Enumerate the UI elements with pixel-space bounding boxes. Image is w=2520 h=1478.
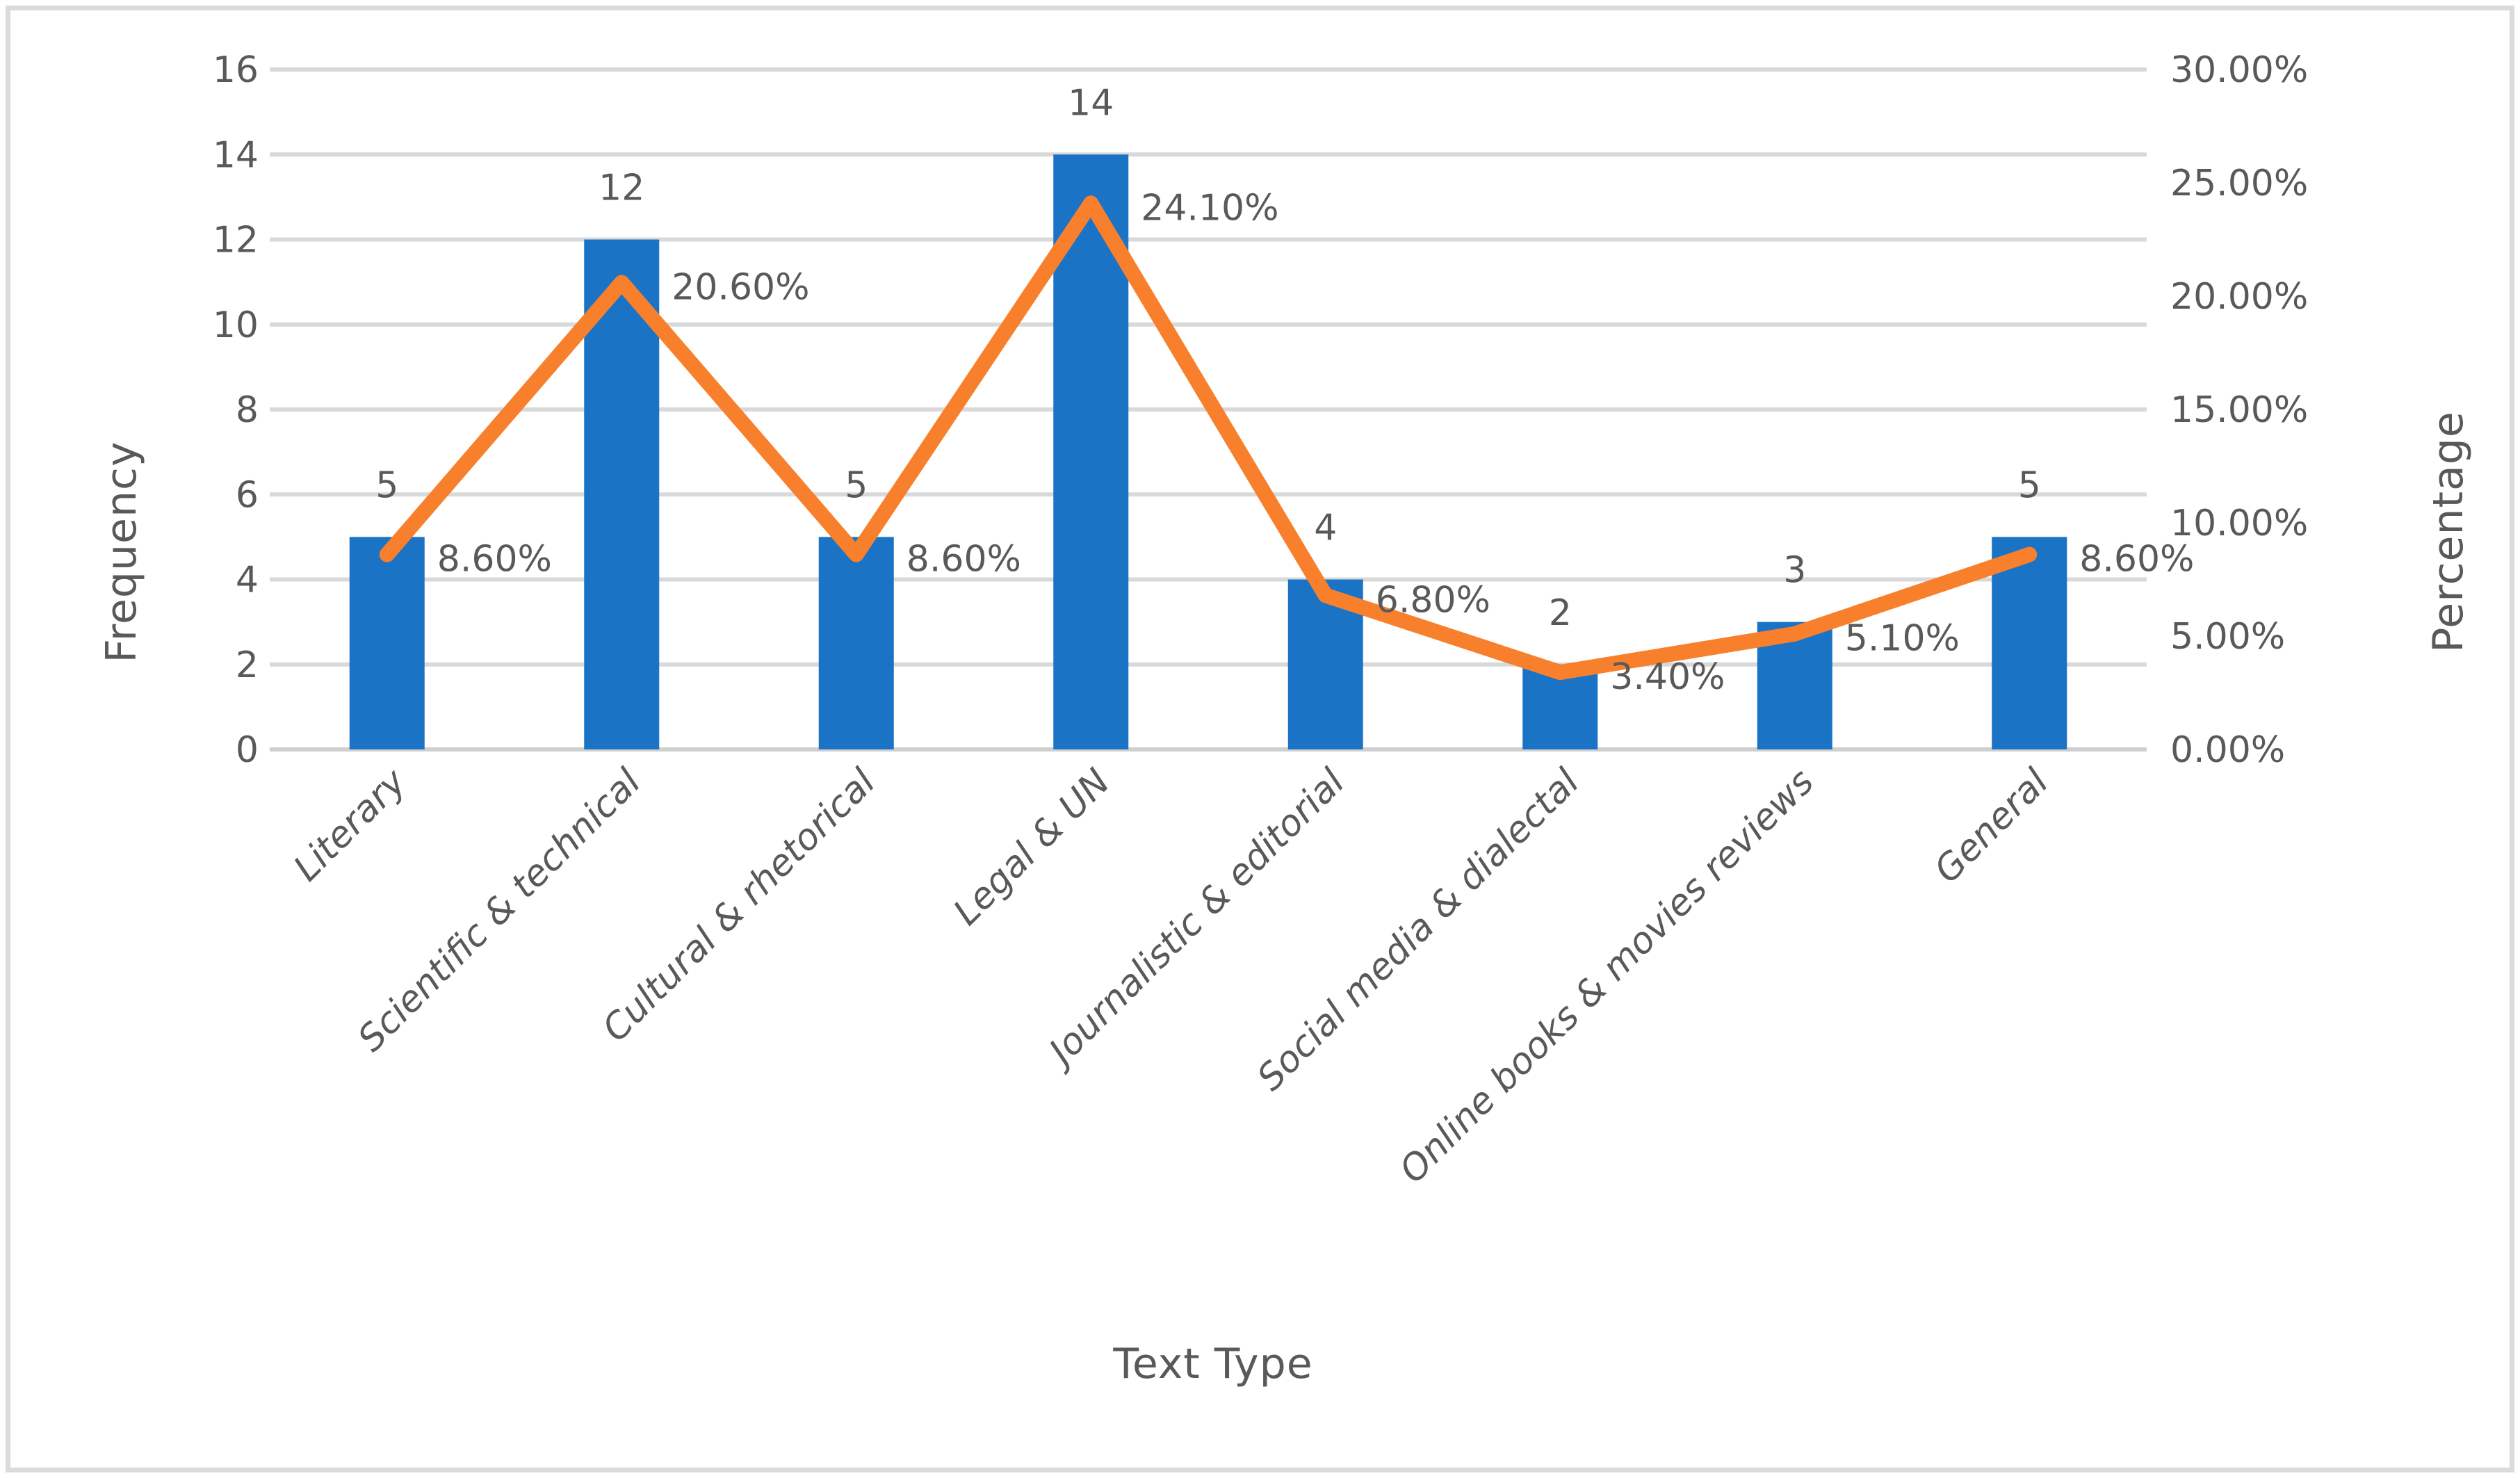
category-label: Literary — [286, 761, 415, 890]
percentage-value-label: 20.60% — [672, 266, 809, 308]
primary-tick-label: 4 — [236, 560, 259, 601]
primary-tick-label: 16 — [213, 49, 259, 91]
bar-7 — [1992, 537, 2067, 749]
category-label: General — [1926, 761, 2057, 891]
primary-tick-label: 10 — [213, 304, 259, 346]
secondary-axis-title: Percentage — [2424, 411, 2473, 653]
primary-axis-title: Frequency — [97, 441, 146, 663]
primary-tick-label: 2 — [236, 644, 259, 686]
bar-value-label: 4 — [1314, 507, 1337, 549]
secondary-tick-label: 10.00% — [2170, 503, 2308, 544]
secondary-axis-ticks-group: 0.00% 5.00% 10.00% 15.00% 20.00% 25.00% 30.00% — [2170, 49, 2308, 771]
percentage-value-label: 8.60% — [907, 539, 1021, 580]
percentage-line — [379, 195, 2038, 681]
category-label: Online books & movies reviews — [1392, 761, 1822, 1192]
bar-value-label: 14 — [1068, 82, 1114, 124]
primary-tick-label: 6 — [236, 474, 259, 516]
category-label: Cultural & rhetorical — [594, 761, 884, 1050]
bar-value-label: 2 — [1549, 592, 1572, 634]
line-data-labels-group: 8.60% 20.60% 8.60% 24.10% 6.80% 3.40% 5.10% 8.6… — [437, 187, 2195, 698]
bar-0 — [349, 537, 425, 749]
x-axis-title: Text Type — [1113, 1340, 1313, 1388]
primary-axis-ticks-group: 0 2 4 6 8 10 12 14 16 — [213, 49, 259, 771]
bar-value-label: 5 — [375, 464, 398, 506]
secondary-tick-label: 5.00% — [2170, 616, 2285, 658]
percentage-value-label: 8.60% — [437, 539, 552, 580]
secondary-tick-label: 30.00% — [2170, 49, 2308, 91]
primary-tick-label: 8 — [236, 389, 259, 431]
bar-value-label: 5 — [845, 464, 868, 506]
primary-tick-label: 12 — [213, 220, 259, 261]
category-label: Legal & UN — [945, 761, 1118, 934]
percentage-value-label: 8.60% — [2079, 539, 2194, 580]
percentage-value-label: 5.10% — [1845, 618, 1960, 660]
bar-value-label: 3 — [1783, 550, 1806, 592]
bar-data-labels-group: 5 12 5 14 4 2 3 5 — [375, 82, 2041, 634]
percentage-value-label: 3.40% — [1610, 656, 1725, 698]
secondary-tick-label: 0.00% — [2170, 729, 2285, 771]
bar-1 — [584, 239, 660, 749]
line-series-group — [379, 195, 2038, 681]
bar-series-group — [349, 154, 2067, 749]
primary-tick-label: 14 — [213, 134, 259, 176]
bar-2 — [818, 537, 894, 749]
percentage-value-label: 24.10% — [1141, 187, 1278, 229]
primary-tick-label: 0 — [236, 729, 259, 771]
bar-value-label: 5 — [2018, 464, 2041, 506]
secondary-tick-label: 25.00% — [2170, 163, 2308, 204]
gridlines-group — [270, 67, 2147, 752]
secondary-tick-label: 20.00% — [2170, 276, 2308, 318]
secondary-tick-label: 15.00% — [2170, 389, 2308, 431]
percentage-value-label: 6.80% — [1376, 579, 1490, 621]
bar-value-label: 12 — [599, 168, 644, 209]
